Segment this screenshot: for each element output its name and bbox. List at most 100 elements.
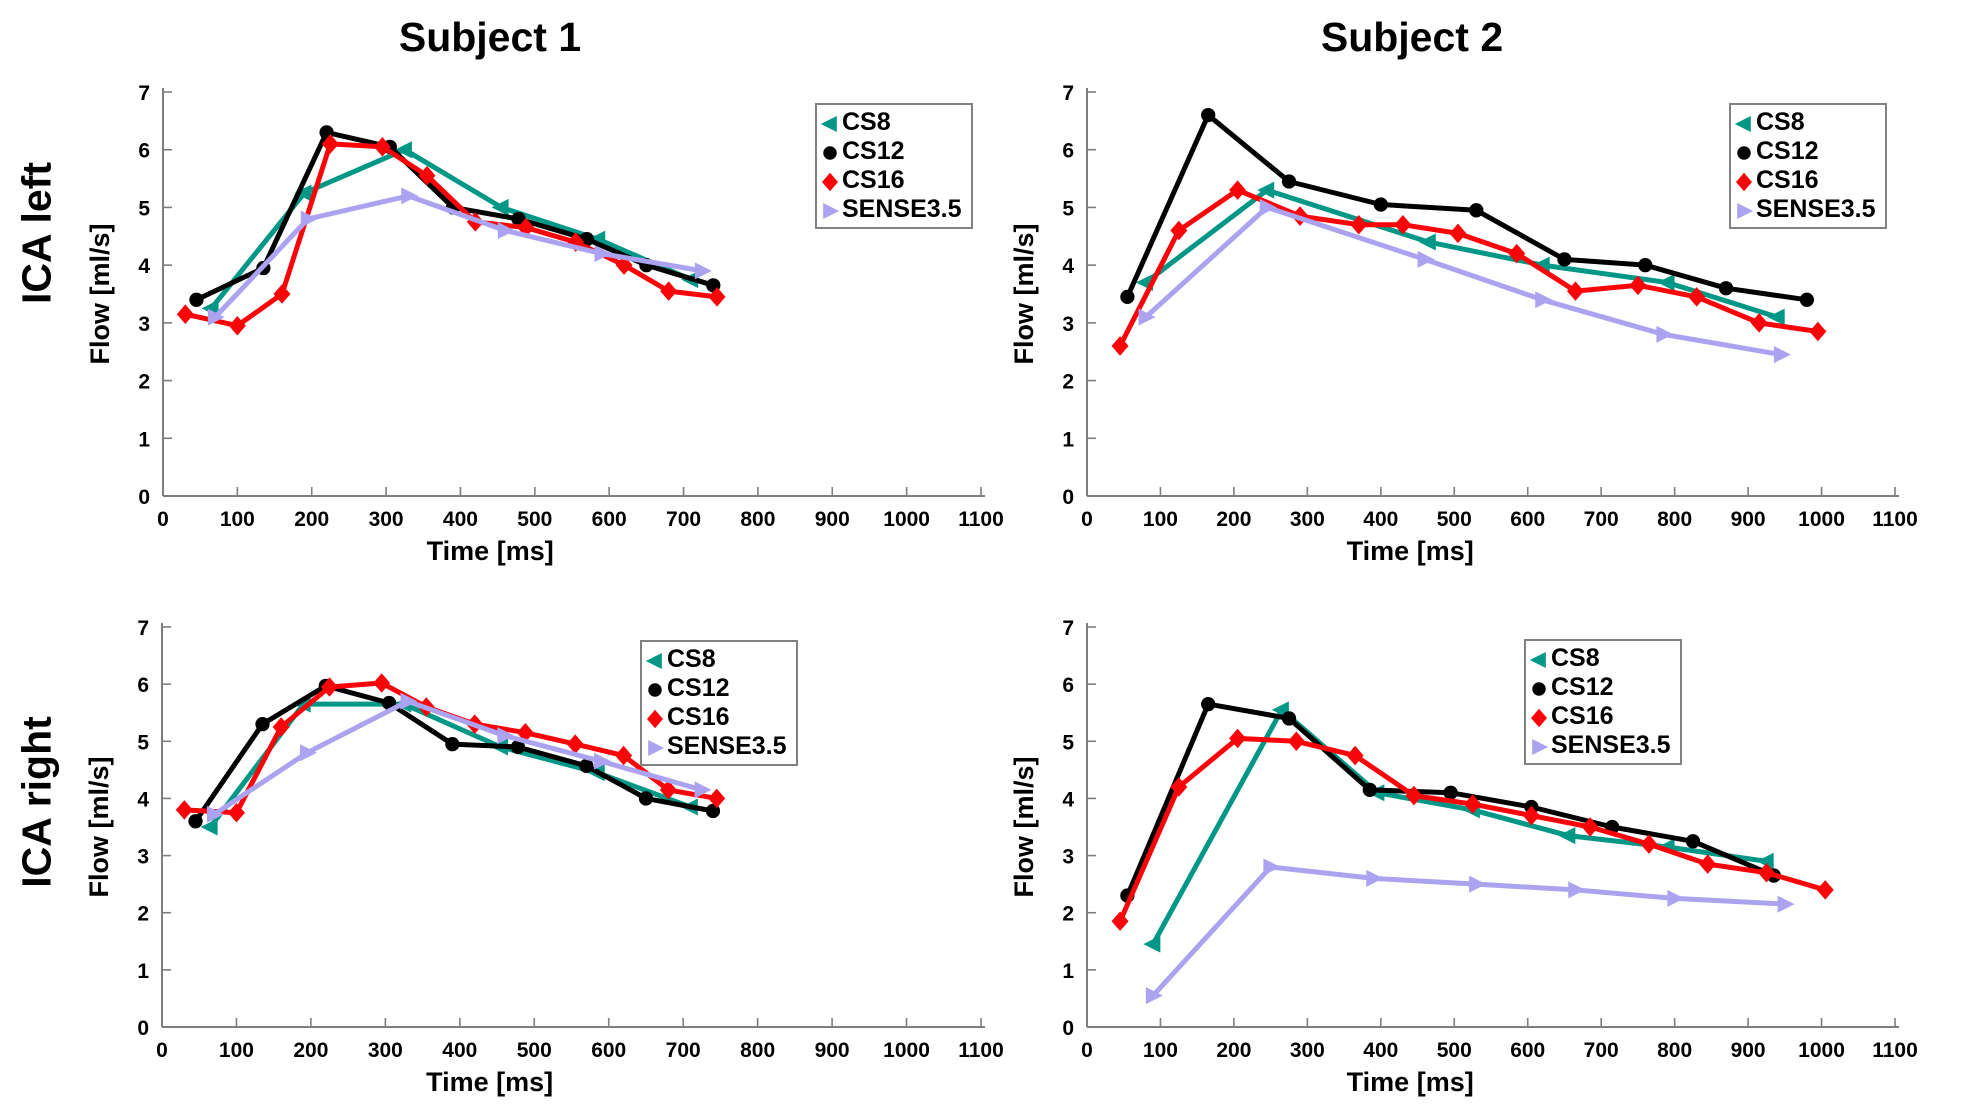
y-tick-label: 1 [137,960,149,983]
SENSE3.5-marker-icon [1532,738,1549,755]
y-tick-label: 0 [137,1017,149,1040]
subject1-ica-left-series-CS16-marker [321,134,339,154]
CS12-marker-icon [648,682,662,697]
y-tick-label: 3 [1062,846,1074,869]
x-tick-label: 1100 [958,508,1004,531]
x-tick-label: 1000 [1798,508,1845,531]
x-tick-label: 200 [1216,508,1251,531]
CS12-marker-icon [823,145,837,160]
legend-entry-SENSE3.5: SENSE3.5 [1529,731,1672,760]
legend-entry-CS12: CS12 [820,137,963,166]
subject2-ica-right-series-CS8-marker [1143,935,1161,953]
subject2-ica-right-y-axis-title: Flow [ml/s] [1009,757,1039,898]
subject1-ica-left-series-CS16-line [182,141,720,329]
x-tick-label: 1100 [958,1039,1004,1062]
y-tick-label: 1 [1062,960,1074,983]
subject1-ica-left-series-CS16-marker [228,315,246,336]
subject1-ica-left-series-CS16-marker [176,304,194,324]
subject2-ica-right-series-SENSE3.5-marker [1568,881,1586,899]
CS12-marker-glyph [648,682,662,697]
CS8-marker-glyph [645,652,662,669]
CS8-marker-icon [1529,651,1546,668]
subject1-ica-right-series-CS12-marker [579,758,594,773]
x-tick-label: 700 [666,1039,701,1062]
subject1-ica-right-y-axis-title: Flow [ml/s] [84,757,114,898]
CS8-marker-glyph [1734,115,1751,132]
subject1-ica-right-series-SENSE3.5-line [211,698,705,817]
x-tick-label: 200 [294,508,329,531]
x-tick-label: 400 [1363,508,1398,531]
x-tick-label: 300 [369,508,404,531]
CS16-marker-glyph [647,709,663,728]
legend-label-SENSE3.5: SENSE3.5 [667,732,787,760]
subject2-ica-right-series-SENSE3.5-line [1150,864,1788,999]
subject2-ica-left-series-CS12-marker [1120,289,1135,305]
x-tick-label: 600 [1510,508,1545,531]
CS8-marker-icon [645,652,662,669]
y-tick-label: 0 [1062,1017,1074,1040]
subject2-ica-left-series-SENSE3.5-marker [1417,250,1435,268]
CS16-marker-icon [647,709,663,728]
subject1-ica-right-series-CS16-marker [227,802,245,823]
subject2-ica-left-series-CS16-marker [1688,287,1706,307]
x-tick-label: 600 [1510,1039,1545,1062]
plot-subject1-ica-left: 0 100 200 300 400 500 600 700 800 900 1000 1100 0 1 2 3… [85,82,1004,566]
subject1-ica-right-series-CS12-marker [188,814,203,829]
x-tick-label: 0 [156,1039,168,1062]
x-tick-label: 200 [1216,1039,1251,1062]
subject1-ica-left-legend: CS8 CS12 CS16 SENSE3.5 [815,103,973,229]
subject2-ica-left-series-CS8-marker [1418,233,1436,251]
y-tick-label: 2 [1062,903,1074,926]
subject1-ica-right-series-SENSE3.5-marker [400,692,418,710]
CS8-marker-glyph [1529,651,1546,668]
subject2-ica-right-series-CS12-marker [1201,697,1216,712]
x-tick-label: 1000 [883,508,930,531]
subject2-ica-left-series-CS16-marker [1809,321,1827,342]
subject1-ica-left-series-CS8-marker [491,198,509,216]
subject1-ica-right-series-CS12-line [193,683,716,824]
y-tick-label: 6 [138,140,150,163]
subject1-ica-right-series-SENSE3.5-marker [299,744,317,762]
subject2-ica-right-series-CS16-marker [1464,794,1482,814]
x-tick-label: 700 [1584,1039,1619,1062]
plot-subject1-ica-right: 0 100 200 300 400 500 600 700 800 900 1000 1100 0 1 2 3… [84,617,1004,1097]
subject2-ica-left-series-SENSE3.5-marker [1138,308,1156,326]
subject2-ica-left-series-CS16-marker [1750,313,1768,333]
subject2-ica-right-series-CS16-marker [1581,817,1599,837]
subject1-ica-left-x-axis-title: Time [ms] [427,536,554,566]
subject2-ica-right-series-CS12-marker [1443,785,1458,800]
subject1-ica-right-series-CS8-marker [200,818,218,836]
subject1-ica-left-series-SENSE3.5-marker [594,245,612,263]
x-tick-label: 900 [815,508,850,531]
x-tick-label: 400 [443,508,478,531]
x-tick-label: 700 [666,508,701,531]
x-tick-label: 300 [1290,508,1325,531]
subject2-ica-right-series-CS16-marker [1111,911,1129,932]
subject1-ica-left-series-CS12-marker [189,292,204,307]
x-tick-label: 100 [220,508,255,531]
legend-entry-SENSE3.5: SENSE3.5 [645,732,788,761]
legend-label-CS16: CS16 [1551,702,1614,730]
legend-entry-CS8: CS8 [1529,644,1672,673]
subject2-ica-right-series-CS16-marker [1170,777,1188,797]
subject2-ica-right-series-SENSE3.5-marker [1667,889,1685,907]
x-tick-label: 700 [1584,508,1619,531]
subject2-ica-right-series-SENSE3.5-marker [1145,987,1163,1005]
subject2-ica-right-series-CS16-marker [1699,854,1717,874]
subject2-ica-right-series-CS16-line [1117,735,1828,924]
subject1-ica-right-series-CS16-marker [659,780,677,800]
legend-entry-CS12: CS12 [1529,673,1672,702]
y-tick-label: 5 [1062,731,1074,754]
CS8-marker-icon [820,115,837,132]
x-tick-label: 100 [1143,508,1178,531]
subject2-ica-right-x-axis-title: Time [ms] [1347,1067,1474,1097]
subject1-ica-right-series-CS16-marker [272,717,290,737]
subject2-ica-left-series-SENSE3.5-marker [1773,346,1791,364]
SENSE3.5-marker-glyph [823,202,840,219]
SENSE3.5-marker-glyph [648,739,665,756]
CS12-marker-icon [1532,681,1546,696]
subject2-ica-left-series-CS16-marker [1508,243,1526,264]
CS12-marker-glyph [823,145,837,160]
legend-entry-CS8: CS8 [1734,108,1877,137]
